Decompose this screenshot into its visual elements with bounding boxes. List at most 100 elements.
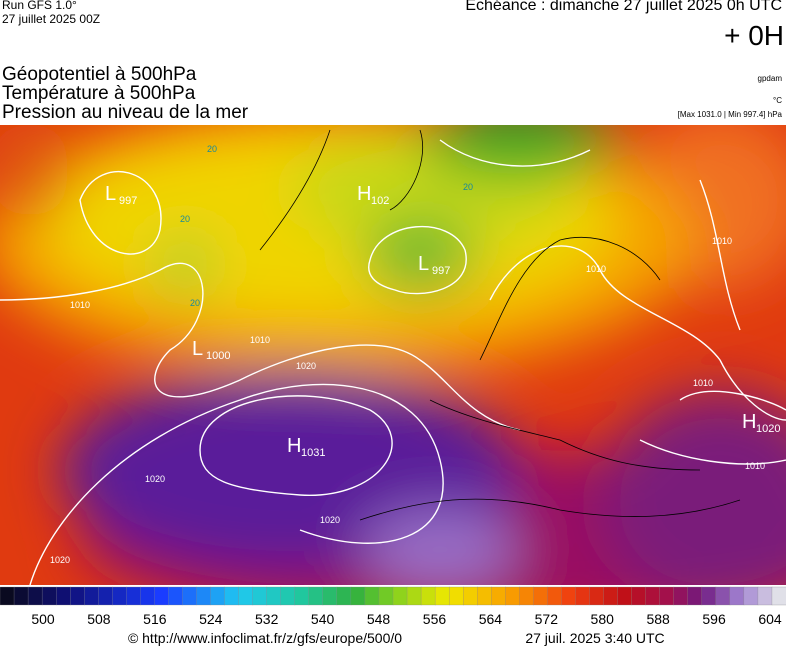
unit: °C — [773, 96, 782, 105]
color-swatch — [519, 586, 534, 606]
color-swatch — [603, 586, 619, 606]
color-swatch — [589, 586, 604, 606]
run-date: 27 juillet 2025 00Z — [2, 12, 101, 26]
isobar-label: 1010 — [693, 378, 713, 388]
color-swatch — [477, 586, 492, 606]
center-value: 1020 — [756, 423, 780, 435]
color-swatch — [420, 586, 436, 606]
run-label: Run GFS 1.0° — [2, 0, 77, 12]
color-swatch — [98, 586, 113, 606]
color-swatch — [308, 586, 324, 606]
pressure-center: H 1020 — [742, 411, 780, 435]
color-swatch — [280, 586, 296, 606]
footer-time: 27 juil. 2025 3:40 UTC — [525, 630, 664, 646]
color-swatch — [715, 586, 731, 606]
color-swatch — [336, 586, 352, 606]
color-swatch — [0, 586, 15, 606]
colorbar-tick-label: 500 — [31, 611, 55, 627]
color-swatch — [364, 586, 380, 606]
pressure-center: H 102 — [357, 183, 389, 207]
color-swatch — [448, 586, 464, 606]
color-swatch — [13, 586, 29, 606]
color-swatch — [729, 586, 745, 606]
color-swatch — [659, 586, 675, 606]
isobars — [0, 139, 786, 585]
temperature-label: 20 — [180, 214, 190, 224]
color-swatch — [196, 586, 211, 606]
color-swatch — [350, 586, 366, 606]
colorbar-tick-label: 516 — [143, 611, 167, 627]
colorbar-tick-label: 508 — [87, 611, 111, 627]
color-swatch — [168, 586, 183, 606]
colorbar-tick-label: 540 — [311, 611, 335, 627]
pressure-center: L 1000 — [192, 338, 230, 362]
color-swatch — [701, 586, 717, 606]
color-swatch — [210, 586, 226, 606]
color-swatch — [491, 586, 506, 606]
color-swatch — [434, 586, 450, 606]
color-swatch — [617, 586, 633, 606]
footer-url: © http://www.infoclimat.fr/z/gfs/europe/… — [128, 630, 402, 646]
color-swatch — [182, 586, 197, 606]
center-letter: H — [357, 183, 371, 205]
colorbar-tick-label: 572 — [535, 611, 559, 627]
color-swatch — [84, 586, 99, 606]
color-swatch — [673, 586, 689, 606]
unit: gpdam — [757, 74, 782, 83]
color-swatch — [322, 586, 338, 606]
unit: [Max 1031.0 | Min 997.4] hPa — [677, 110, 782, 119]
temperature-label: 20 — [190, 298, 200, 308]
color-swatch — [505, 586, 520, 606]
isobar-label: 1010 — [70, 300, 90, 310]
color-swatch — [645, 586, 661, 606]
color-swatch — [406, 586, 422, 606]
colorbar-tick-label: 548 — [367, 611, 391, 627]
center-letter: L — [418, 253, 429, 275]
center-value: 997 — [119, 195, 137, 207]
temperature-label: 20 — [463, 182, 473, 192]
colorbar-tick-label: 604 — [758, 611, 782, 627]
color-swatch — [252, 586, 268, 606]
colorbar-tick-label: 524 — [199, 611, 223, 627]
color-swatch — [266, 586, 282, 606]
center-value: 1031 — [301, 447, 325, 459]
colorbar-tick-label: 564 — [479, 611, 503, 627]
isobar-label: 1010 — [586, 264, 606, 274]
title: Température à 500hPa — [2, 83, 196, 104]
color-swatch — [294, 586, 310, 606]
offset: + 0H — [724, 20, 784, 51]
isobar-label: 1020 — [320, 515, 340, 525]
colorbar-tick-label: 556 — [423, 611, 447, 627]
isobar-label: 1010 — [250, 335, 270, 345]
title: Géopotentiel à 500hPa — [2, 64, 197, 85]
field — [0, 125, 786, 585]
isobar-label: 1010 — [745, 461, 765, 471]
color-swatch — [463, 586, 478, 606]
title: Pression au niveau de la mer — [2, 102, 249, 123]
color-swatch — [41, 586, 57, 606]
center-value: 1000 — [206, 350, 230, 362]
isobar-label: 1010 — [712, 236, 732, 246]
colorbar-tick-label: 588 — [646, 611, 670, 627]
isobar-label: 1020 — [145, 474, 165, 484]
temperature-label: 20 — [207, 144, 217, 154]
color-swatch — [140, 586, 155, 606]
pressure-center: L 997 — [105, 183, 137, 207]
color-swatch — [224, 586, 240, 606]
isobar-label: 1020 — [296, 361, 316, 371]
color-swatch — [238, 586, 254, 606]
pressure-center: L 997 — [418, 253, 450, 277]
center-letter: L — [192, 338, 203, 360]
color-swatch — [575, 586, 590, 606]
center-letter: H — [742, 411, 756, 433]
color-swatch — [112, 586, 127, 606]
color-swatch — [70, 586, 85, 606]
color-swatch — [743, 586, 759, 606]
color-swatch — [533, 586, 548, 606]
color-swatch — [547, 586, 562, 606]
isobar-label: 1020 — [50, 555, 70, 565]
colorbar-tick-label: 596 — [702, 611, 726, 627]
center-letter: H — [287, 435, 301, 457]
